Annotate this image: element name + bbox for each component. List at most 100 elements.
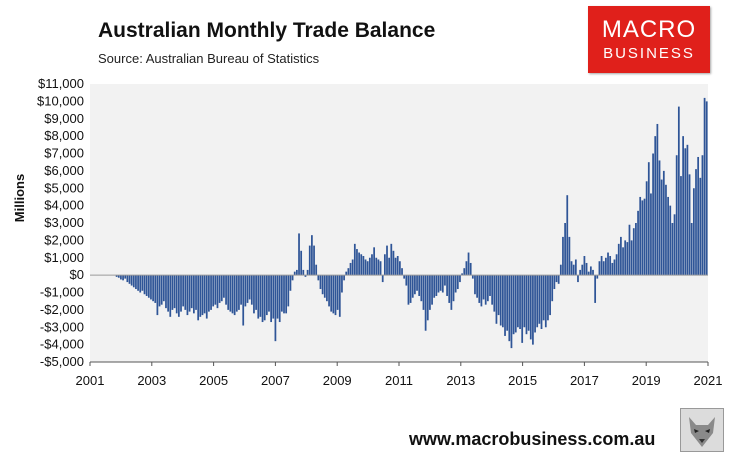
bar (426, 275, 429, 321)
bar (190, 275, 193, 309)
bar (459, 275, 461, 283)
bar (667, 196, 669, 276)
bar (439, 275, 442, 291)
bar (233, 275, 236, 316)
bar (594, 275, 597, 303)
bar (231, 275, 234, 314)
bar (298, 233, 300, 276)
y-tick-label: $6,000 (44, 163, 84, 178)
bar (323, 275, 326, 298)
x-tick-label: 2001 (76, 373, 105, 388)
bar (617, 243, 620, 276)
bar (454, 275, 457, 293)
bar (338, 275, 341, 317)
bar (381, 275, 384, 283)
bar (686, 144, 689, 276)
bar (549, 275, 551, 316)
x-tick-label: 2005 (199, 373, 228, 388)
bar (632, 228, 635, 276)
bar (212, 275, 215, 307)
bar (701, 155, 704, 276)
bar (414, 275, 416, 295)
bar (559, 264, 562, 276)
macrobusiness-logo[interactable]: MACRO BUSINESS (588, 6, 710, 73)
x-tick-label: 2021 (694, 373, 723, 388)
bar (536, 275, 539, 328)
bar (495, 275, 498, 324)
y-tick-label: $10,000 (37, 93, 84, 108)
bar (302, 269, 305, 276)
bar (265, 275, 268, 316)
bar (240, 275, 242, 305)
bar (334, 275, 337, 316)
bar (508, 275, 511, 342)
bar (368, 257, 371, 276)
bar (242, 275, 245, 326)
bar (197, 275, 200, 321)
bars-group (115, 97, 708, 349)
bar (223, 275, 225, 298)
bar (349, 262, 352, 276)
bar (272, 275, 275, 319)
bar (394, 257, 397, 276)
bar (390, 243, 393, 276)
y-tick-label: $2,000 (44, 232, 84, 247)
website-link[interactable]: www.macrobusiness.com.au (409, 429, 656, 449)
bar (684, 148, 687, 276)
bar (424, 275, 427, 331)
bar (188, 275, 191, 312)
bar (336, 275, 339, 310)
bar (184, 275, 187, 310)
chart-title: Australian Monthly Trade Balance (98, 19, 436, 42)
bar (613, 259, 616, 276)
bar (553, 275, 556, 290)
bar (624, 240, 627, 276)
bar (660, 179, 663, 276)
bar (538, 275, 541, 324)
bar (186, 275, 189, 316)
bar (330, 275, 333, 312)
bar (353, 243, 356, 276)
bar (583, 256, 586, 276)
bar (521, 275, 524, 343)
bar (278, 275, 281, 323)
bar (259, 275, 262, 317)
bar (532, 275, 534, 345)
bar (167, 275, 169, 312)
bar (132, 275, 135, 288)
bar (652, 153, 654, 276)
bar (574, 259, 577, 276)
x-tick-label: 2015 (508, 373, 537, 388)
bar (343, 275, 345, 281)
bar (141, 275, 144, 291)
bar (480, 275, 483, 307)
bar (514, 275, 517, 333)
bar (465, 261, 468, 276)
bar (401, 268, 403, 276)
bar (315, 264, 318, 276)
bar (285, 275, 288, 314)
bar (293, 271, 296, 276)
bar (564, 223, 566, 276)
bar (276, 275, 279, 319)
bar (474, 275, 476, 295)
bar (263, 275, 266, 321)
bar (690, 223, 693, 276)
bar (203, 275, 206, 314)
bar (673, 214, 676, 276)
bar (656, 123, 659, 276)
y-tick-label: $1,000 (44, 250, 84, 265)
bar (364, 259, 367, 276)
bar (169, 275, 172, 317)
bar (392, 250, 395, 276)
bar (677, 106, 680, 276)
bar (411, 275, 414, 298)
bar (306, 269, 309, 276)
bar (671, 223, 674, 276)
bar (431, 275, 433, 305)
bar (388, 257, 391, 276)
bar (523, 275, 526, 328)
wolf-logo-icon (680, 408, 724, 452)
bar (437, 275, 440, 293)
bar (165, 275, 167, 309)
